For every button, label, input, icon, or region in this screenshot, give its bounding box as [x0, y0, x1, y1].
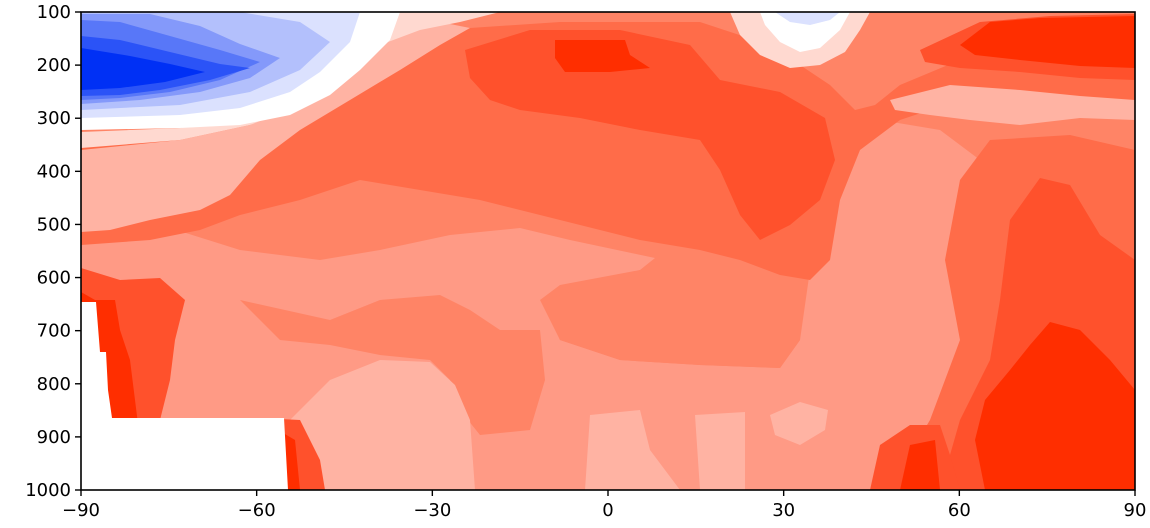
y-tick-label: 200: [37, 55, 71, 76]
contour-band-right-darkest: [975, 322, 1135, 490]
contour-band-lighter-patch: [770, 402, 828, 445]
contour-band-light-left-upper: [81, 22, 470, 232]
contour-band-light-top-strip: [81, 12, 500, 148]
contour-fill: [81, 12, 1135, 490]
x-tick-label: −60: [238, 500, 276, 521]
y-axis: 100 200 300 400 500 600 700 800 900 1000: [25, 2, 81, 501]
contour-band-lighter-bottom-center: [585, 410, 680, 490]
x-tick-label: −30: [413, 500, 451, 521]
y-tick-label: 800: [37, 374, 71, 395]
x-axis: −90 −60 −30 0 30 60 90: [62, 490, 1146, 521]
y-tick-label: 100: [37, 2, 71, 23]
y-tick-label: 500: [37, 214, 71, 235]
x-tick-label: 90: [1124, 500, 1147, 521]
terrain-mask: [81, 302, 288, 490]
contour-band-blue-top-center: [775, 12, 840, 25]
contour-band-bottom-right-pocket-core: [900, 440, 940, 490]
contour-band-upper-darkest-center: [555, 40, 650, 72]
y-tick-label: 900: [37, 427, 71, 448]
y-tick-label: 400: [37, 161, 71, 182]
y-tick-label: 1000: [25, 480, 71, 501]
x-tick-label: 0: [602, 500, 613, 521]
contour-band-orange-right-mid: [545, 270, 800, 368]
x-tick-label: 30: [772, 500, 795, 521]
contour-band-blue-6: [81, 48, 205, 90]
x-tick-label: 60: [948, 500, 971, 521]
y-tick-label: 300: [37, 108, 71, 129]
contour-band-upper-darker: [465, 30, 835, 240]
contour-band-white-top-center-core: [760, 12, 850, 52]
y-tick-label: 600: [37, 268, 71, 289]
contour-band-lighter-bottom: [290, 360, 475, 490]
x-tick-label: −90: [62, 500, 100, 521]
y-tick-label: 700: [37, 321, 71, 342]
contour-band-lighter-bottom-right: [695, 412, 745, 490]
contour-band-light-lobe: [890, 85, 1135, 125]
contour-band-orange-lower: [240, 295, 545, 435]
contour-band-upper-right-darkest: [960, 16, 1135, 68]
